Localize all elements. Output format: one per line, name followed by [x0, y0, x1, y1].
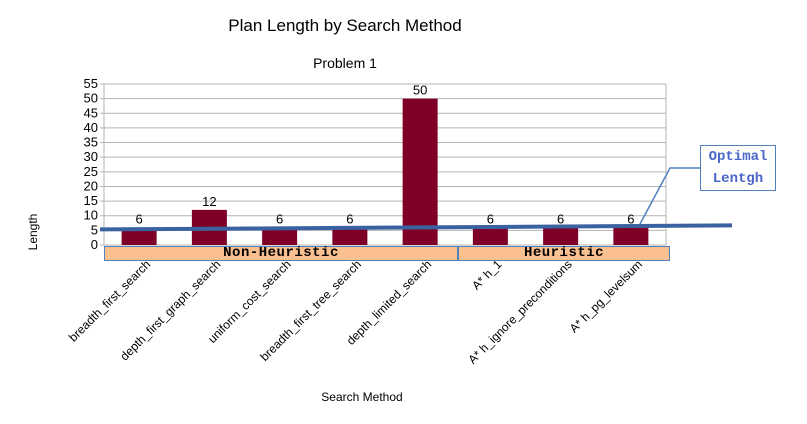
y-tick-label: 0	[91, 237, 98, 252]
y-tick-label: 15	[84, 193, 98, 208]
bar-value-label: 6	[487, 211, 494, 226]
bar	[121, 227, 157, 245]
bar	[332, 227, 368, 245]
x-axis-label: Search Method	[321, 390, 403, 404]
chart-subtitle: Problem 1	[313, 55, 377, 71]
y-tick-label: 55	[84, 76, 98, 91]
x-tick-label: A* h_pg_levelsum	[567, 257, 645, 335]
bar-value-label: 6	[136, 211, 143, 226]
y-tick-label: 20	[84, 178, 98, 193]
y-tick-label: 40	[84, 120, 98, 135]
y-tick-label: 10	[84, 208, 98, 223]
bar-value-label: 6	[627, 211, 634, 226]
bar-value-label: 6	[557, 211, 564, 226]
y-tick-label: 5	[91, 222, 98, 237]
callout-line-2: Lentgh	[712, 171, 764, 187]
bar-value-label: 50	[413, 83, 427, 98]
y-tick-label: 35	[84, 135, 98, 150]
callout-line-1: Optimal	[708, 149, 768, 165]
bar	[472, 227, 508, 245]
group-band-heuristic: Heuristic	[458, 246, 670, 261]
y-tick-label: 50	[84, 91, 98, 106]
x-tick-label: A* h_1	[469, 257, 505, 293]
bar-value-label: 12	[202, 194, 216, 209]
y-tick-label: 45	[84, 105, 98, 120]
group-band-non-heuristic: Non-Heuristic	[104, 246, 458, 261]
bar	[613, 227, 649, 245]
bar-value-label: 6	[346, 211, 353, 226]
callout-leader-line	[639, 167, 700, 225]
optimal-length-line	[99, 223, 733, 232]
bar	[262, 227, 298, 245]
bar-value-label: 6	[276, 211, 283, 226]
y-tick-label: 25	[84, 164, 98, 179]
chart-title: Plan Length by Search Method	[228, 16, 462, 35]
bar	[402, 98, 438, 246]
optimal-length-callout: Optimal Lentgh	[700, 145, 776, 191]
y-tick-label: 30	[84, 149, 98, 164]
bar	[543, 227, 579, 245]
